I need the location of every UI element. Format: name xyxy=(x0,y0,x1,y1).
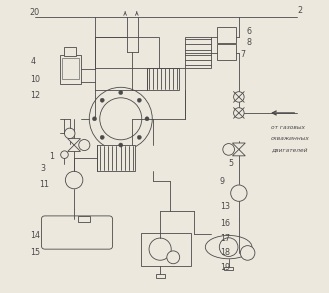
Bar xyxy=(147,68,179,90)
Text: 8: 8 xyxy=(246,38,251,47)
Text: скважинных: скважинных xyxy=(271,136,310,141)
Ellipse shape xyxy=(205,236,252,259)
Text: 11: 11 xyxy=(39,180,49,189)
Text: 13: 13 xyxy=(220,202,230,211)
Text: 7: 7 xyxy=(240,50,245,59)
Text: 5: 5 xyxy=(229,159,234,168)
Bar xyxy=(156,274,164,278)
FancyBboxPatch shape xyxy=(41,216,113,249)
Text: 2: 2 xyxy=(297,6,302,16)
Bar xyxy=(185,37,211,68)
Text: 15: 15 xyxy=(30,248,40,258)
Text: 9: 9 xyxy=(220,177,225,186)
Polygon shape xyxy=(233,143,245,149)
Circle shape xyxy=(92,117,96,121)
Circle shape xyxy=(119,143,123,147)
Circle shape xyxy=(137,135,141,139)
Text: 4: 4 xyxy=(30,57,35,67)
Bar xyxy=(79,216,90,222)
Bar xyxy=(217,27,236,43)
Text: 6: 6 xyxy=(246,27,251,36)
Circle shape xyxy=(223,144,235,155)
Text: от газовых: от газовых xyxy=(271,125,305,130)
Text: 16: 16 xyxy=(220,219,230,228)
Circle shape xyxy=(234,92,244,102)
Polygon shape xyxy=(233,149,245,156)
Text: 12: 12 xyxy=(30,91,40,100)
Text: 14: 14 xyxy=(30,231,40,240)
Circle shape xyxy=(64,128,75,139)
Text: 3: 3 xyxy=(40,164,45,173)
Circle shape xyxy=(65,171,83,189)
Circle shape xyxy=(240,246,255,260)
Bar xyxy=(217,45,236,60)
Circle shape xyxy=(231,185,247,201)
Circle shape xyxy=(145,117,149,121)
Text: 10: 10 xyxy=(30,75,40,84)
Text: 1: 1 xyxy=(49,152,54,161)
Bar xyxy=(141,233,191,266)
Bar xyxy=(64,47,76,56)
Circle shape xyxy=(100,135,104,139)
Circle shape xyxy=(234,108,244,118)
Text: 19: 19 xyxy=(220,263,230,272)
Circle shape xyxy=(119,91,123,95)
Text: двигателей: двигателей xyxy=(271,147,307,152)
Polygon shape xyxy=(68,139,81,145)
Circle shape xyxy=(89,87,152,150)
Text: 17: 17 xyxy=(220,234,230,243)
Bar xyxy=(97,145,135,171)
Text: 20: 20 xyxy=(29,8,39,17)
Polygon shape xyxy=(68,145,81,151)
Bar xyxy=(62,57,79,79)
Circle shape xyxy=(100,98,104,102)
Circle shape xyxy=(100,98,142,140)
Bar xyxy=(60,54,81,84)
Text: 18: 18 xyxy=(220,248,230,258)
Circle shape xyxy=(167,251,180,264)
Bar xyxy=(224,267,233,270)
Circle shape xyxy=(137,98,141,102)
Circle shape xyxy=(149,238,171,260)
Circle shape xyxy=(219,238,238,256)
Bar xyxy=(94,37,159,68)
Circle shape xyxy=(79,139,90,151)
Circle shape xyxy=(61,151,68,159)
